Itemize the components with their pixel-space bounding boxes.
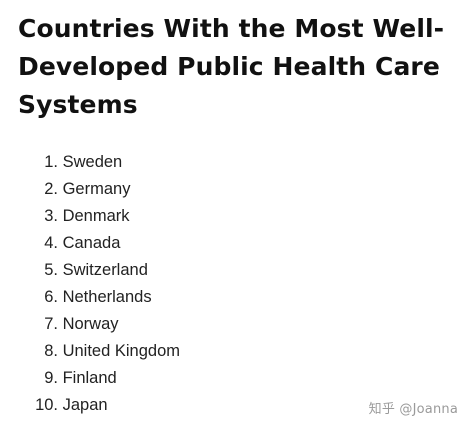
- list-item: 5. Switzerland: [26, 257, 180, 284]
- list-item-label: Sweden: [62, 153, 123, 171]
- list-item-label: Denmark: [62, 207, 130, 225]
- list-item: 7. Norway: [26, 311, 180, 338]
- list-item-number: 1.: [44, 153, 58, 171]
- list-item-number: 10.: [35, 396, 58, 414]
- list-item-label: Netherlands: [62, 288, 152, 306]
- list-item-label: Canada: [62, 234, 121, 252]
- list-item: 9. Finland: [26, 365, 180, 392]
- list-item-number: 6.: [44, 288, 58, 306]
- list-item-number: 7.: [44, 315, 58, 333]
- list-item-number: 2.: [44, 180, 58, 198]
- list-item-number: 5.: [44, 261, 58, 279]
- list-item: 2. Germany: [26, 176, 180, 203]
- list-item-label: United Kingdom: [62, 342, 180, 360]
- list-item-label: Germany: [62, 180, 131, 198]
- list-item-label: Finland: [62, 369, 117, 387]
- list-item-label: Japan: [62, 396, 108, 414]
- ranked-country-list: 1. Sweden 2. Germany 3. Denmark 4. Canad…: [26, 149, 180, 419]
- list-item: 8. United Kingdom: [26, 338, 180, 365]
- watermark: 知乎 @Joanna: [368, 402, 458, 417]
- list-item: 4. Canada: [26, 230, 180, 257]
- page-title: Countries With the Most Well-Developed P…: [18, 14, 445, 119]
- list-item-number: 3.: [44, 207, 58, 225]
- list-item-number: 9.: [44, 369, 58, 387]
- list-item: 6. Netherlands: [26, 284, 180, 311]
- list-item-number: 4.: [44, 234, 58, 252]
- list-item-number: 8.: [44, 342, 58, 360]
- list-item-label: Norway: [62, 315, 119, 333]
- list-item: 10. Japan: [26, 392, 180, 419]
- list-item-label: Switzerland: [62, 261, 148, 279]
- list-item: 1. Sweden: [26, 149, 180, 176]
- list-item: 3. Denmark: [26, 203, 180, 230]
